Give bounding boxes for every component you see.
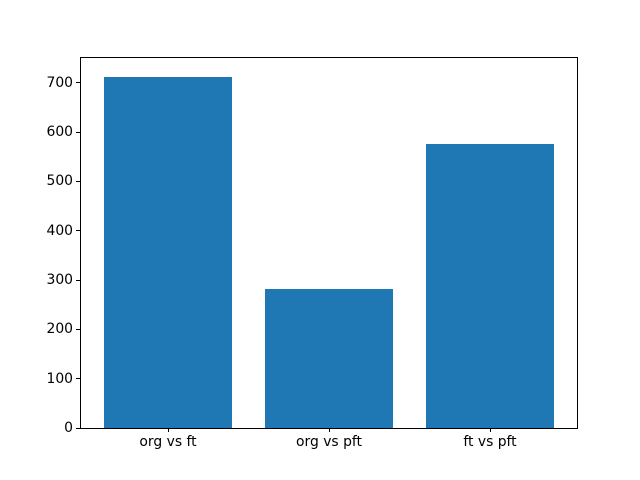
y-tick-label: 0 bbox=[64, 420, 73, 436]
bar-org-vs-pft bbox=[264, 289, 394, 428]
y-tick bbox=[76, 279, 80, 281]
y-tick bbox=[76, 82, 80, 84]
x-tick-label: org vs ft bbox=[139, 434, 197, 450]
y-tick bbox=[76, 427, 80, 429]
y-tick-label: 200 bbox=[46, 321, 73, 338]
x-tick bbox=[489, 428, 491, 432]
y-tick bbox=[76, 230, 80, 232]
y-tick bbox=[76, 378, 80, 380]
bar-ft-vs-pft bbox=[425, 143, 555, 428]
bar-org-vs-ft bbox=[103, 76, 233, 428]
y-tick-label: 100 bbox=[46, 370, 73, 387]
x-tick-label: org vs pft bbox=[296, 434, 362, 450]
y-tick-label: 700 bbox=[46, 74, 73, 91]
x-tick-label: ft vs pft bbox=[463, 434, 517, 450]
y-tick bbox=[76, 180, 80, 182]
x-tick bbox=[167, 428, 169, 432]
x-tick bbox=[328, 428, 330, 432]
y-tick-label: 600 bbox=[46, 124, 73, 140]
y-tick bbox=[76, 328, 80, 330]
y-tick-label: 500 bbox=[46, 173, 73, 190]
y-tick bbox=[76, 131, 80, 133]
y-tick-label: 400 bbox=[46, 222, 73, 239]
y-tick-label: 300 bbox=[46, 272, 73, 288]
plot-area: 0 100 200 300 400 500 600 700 org vs ft org vs pf… bbox=[46, 57, 578, 450]
